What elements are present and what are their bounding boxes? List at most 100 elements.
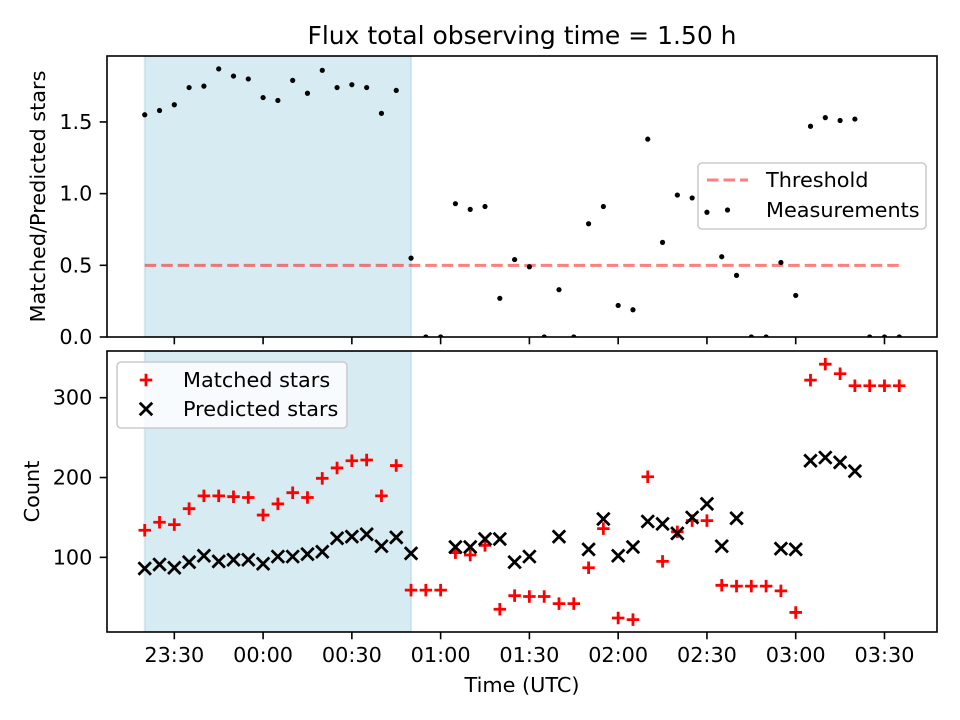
matched-stars-point [863, 379, 876, 392]
predicted-stars-point [818, 450, 833, 465]
predicted-stars-point [196, 548, 212, 564]
y-tick-label: 1.5 [59, 110, 92, 134]
matched-stars-point [153, 515, 166, 529]
measurement-point [349, 82, 355, 88]
y-tick-label: 0.5 [59, 253, 92, 277]
measurement-point [260, 94, 266, 101]
matched-stars-point [493, 602, 507, 616]
matched-stars-point [878, 379, 891, 392]
predicted-stars-point [655, 516, 670, 532]
y-tick-label: 200 [53, 466, 93, 490]
matched-stars-point [893, 379, 906, 392]
measurement-point [467, 206, 473, 213]
predicted-stars-point [270, 549, 286, 564]
predicted-stars-point [625, 539, 641, 555]
y-tick-label: 0.0 [59, 325, 92, 349]
matched-stars-point [789, 606, 802, 619]
predicted-stars-point [729, 511, 744, 526]
count-axis-layer: 100 200 300 23:30 00:00 00:30 01:00 01:30 02:00 0… [53, 350, 938, 667]
measurement-point [852, 116, 858, 122]
ratio-legend: Threshold Measurements [697, 162, 927, 230]
predicted-stars-point [300, 546, 315, 562]
matched-stars-point [715, 579, 728, 592]
measurement-point [186, 84, 192, 91]
measurement-point [482, 203, 488, 210]
x-tick-label: 00:00 [233, 643, 293, 667]
count-legend: Matched stars Predicted stars [116, 361, 348, 429]
matched-stars-point [227, 490, 240, 503]
ratio-data-layer [142, 66, 902, 337]
matched-stars-point [301, 491, 314, 504]
matched-stars-point [286, 486, 299, 499]
matched-stars-point [745, 579, 758, 593]
predicted-stars-point [492, 531, 508, 547]
count-y-axis-label: Count [20, 461, 44, 523]
x-tick-label: 01:00 [411, 643, 471, 667]
x-tick-label: 02:00 [588, 643, 648, 667]
matched-stars-point [419, 583, 433, 597]
predicted-stars-point [285, 549, 300, 564]
predicted-stars-point [403, 546, 419, 561]
legend-frame [116, 361, 348, 429]
predicted-stars-point [773, 541, 789, 556]
y-tick-label: 1.0 [59, 182, 92, 206]
matched-stars-point [212, 489, 225, 503]
matched-stars-point [256, 508, 270, 522]
matched-stars-point [656, 555, 669, 568]
predicted-stars-point [389, 530, 404, 545]
matched-stars-point [463, 548, 477, 562]
predicted-stars-point [788, 542, 803, 557]
predicted-stars-point [462, 539, 478, 555]
predicted-stars-point [714, 538, 729, 554]
x-tick-label: 03:00 [766, 643, 826, 667]
legend-measurements-label: Measurements [766, 198, 920, 222]
x-tick-label: 03:30 [855, 643, 915, 667]
matched-stars-point [626, 613, 640, 626]
predicted-stars-point [847, 463, 863, 479]
matched-stars-point [375, 489, 388, 503]
matched-stars-point [537, 590, 551, 603]
predicted-stars-point [448, 539, 463, 555]
x-axis-label: Time (UTC) [464, 673, 580, 697]
predicted-stars-point [329, 530, 345, 546]
chart-title: Flux total observing time = 1.50 h [307, 21, 736, 50]
matched-stars-point [848, 379, 862, 392]
predicted-stars-point [374, 538, 389, 554]
legend-measurements-swatch [724, 207, 731, 213]
x-tick-label: 01:30 [499, 643, 559, 667]
predicted-stars-point [344, 529, 360, 544]
predicted-stars-point [522, 549, 537, 564]
measurement-point [230, 73, 237, 79]
predicted-stars-point [803, 453, 818, 469]
ratio-y-axis-label: Matched/Predicted stars [26, 71, 50, 323]
measurement-point [600, 203, 606, 210]
measurement-point [393, 87, 399, 94]
matched-stars-point [582, 561, 595, 574]
matched-stars-point [700, 514, 714, 527]
matched-stars-point [641, 470, 655, 483]
measurement-point [659, 239, 666, 245]
matched-stars-point [567, 597, 581, 610]
measurement-point [822, 115, 828, 121]
matched-stars-point [360, 453, 373, 467]
measurement-point [156, 107, 163, 114]
y-tick-label: 300 [53, 386, 93, 410]
predicted-stars-point [610, 548, 626, 564]
measurement-point [704, 209, 710, 215]
measurement-point [807, 123, 814, 129]
axes-frame [106, 55, 938, 338]
predicted-stars-point [596, 511, 611, 527]
measurement-point [512, 256, 518, 263]
measurement-point [674, 192, 680, 198]
measurement-point [645, 136, 651, 142]
legend-matched-swatch [139, 373, 153, 387]
matched-stars-point [833, 367, 847, 381]
measurement-point [556, 287, 562, 293]
measurement-point [275, 97, 281, 104]
predicted-stars-point [684, 510, 700, 525]
x-tick-label: 23:30 [144, 643, 204, 667]
matched-stars-point [552, 597, 566, 610]
matched-stars-point [804, 373, 817, 387]
matched-stars-point [197, 489, 211, 503]
